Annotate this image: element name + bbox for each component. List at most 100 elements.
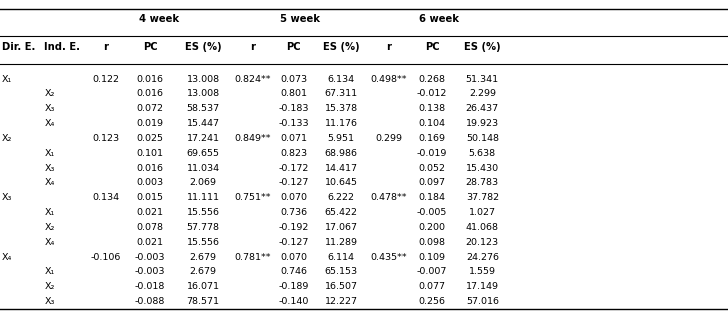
Text: 0.098: 0.098	[419, 238, 446, 247]
Text: 58.537: 58.537	[186, 104, 220, 113]
Text: 0.077: 0.077	[419, 282, 446, 291]
Text: X₃: X₃	[44, 297, 55, 306]
Text: PC: PC	[286, 42, 301, 52]
Text: X₁: X₁	[2, 75, 12, 84]
Text: 2.069: 2.069	[189, 178, 217, 188]
Text: 0.823: 0.823	[280, 149, 307, 158]
Text: 0.801: 0.801	[280, 90, 307, 99]
Text: 12.227: 12.227	[325, 297, 357, 306]
Text: 37.782: 37.782	[466, 193, 499, 202]
Text: 0.122: 0.122	[92, 75, 119, 84]
Text: 2.679: 2.679	[189, 252, 217, 261]
Text: 11.176: 11.176	[325, 119, 357, 128]
Text: 15.378: 15.378	[325, 104, 357, 113]
Text: -0.019: -0.019	[417, 149, 447, 158]
Text: 0.109: 0.109	[419, 252, 446, 261]
Text: PC: PC	[424, 42, 440, 52]
Text: -0.133: -0.133	[278, 119, 309, 128]
Text: 0.849**: 0.849**	[234, 134, 271, 143]
Text: ES (%): ES (%)	[323, 42, 360, 52]
Text: 69.655: 69.655	[186, 149, 220, 158]
Text: 24.276: 24.276	[466, 252, 499, 261]
Text: -0.127: -0.127	[279, 178, 309, 188]
Text: -0.088: -0.088	[135, 297, 165, 306]
Text: 65.153: 65.153	[325, 267, 357, 276]
Text: X₃: X₃	[44, 163, 55, 173]
Text: 16.071: 16.071	[186, 282, 220, 291]
Text: 68.986: 68.986	[325, 149, 357, 158]
Text: 0.101: 0.101	[136, 149, 164, 158]
Text: X₄: X₄	[44, 238, 55, 247]
Text: 2.679: 2.679	[189, 267, 217, 276]
Text: -0.106: -0.106	[90, 252, 121, 261]
Text: 0.016: 0.016	[136, 75, 164, 84]
Text: X₁: X₁	[44, 208, 55, 217]
Text: -0.012: -0.012	[417, 90, 447, 99]
Text: 0.025: 0.025	[136, 134, 164, 143]
Text: 0.200: 0.200	[419, 223, 446, 232]
Text: 0.138: 0.138	[419, 104, 446, 113]
Text: 20.123: 20.123	[466, 238, 499, 247]
Text: X₁: X₁	[44, 149, 55, 158]
Text: X₂: X₂	[44, 282, 55, 291]
Text: 0.104: 0.104	[419, 119, 446, 128]
Text: -0.140: -0.140	[279, 297, 309, 306]
Text: 0.268: 0.268	[419, 75, 446, 84]
Text: ES (%): ES (%)	[464, 42, 501, 52]
Text: 0.824**: 0.824**	[234, 75, 271, 84]
Text: -0.127: -0.127	[279, 238, 309, 247]
Text: 17.149: 17.149	[466, 282, 499, 291]
Text: -0.183: -0.183	[279, 104, 309, 113]
Text: X₄: X₄	[44, 119, 55, 128]
Text: X₂: X₂	[44, 223, 55, 232]
Text: -0.189: -0.189	[279, 282, 309, 291]
Text: 0.751**: 0.751**	[234, 193, 271, 202]
Text: 11.111: 11.111	[186, 193, 220, 202]
Text: 57.778: 57.778	[186, 223, 220, 232]
Text: 0.478**: 0.478**	[370, 193, 407, 202]
Text: X₁: X₁	[44, 267, 55, 276]
Text: PC: PC	[143, 42, 157, 52]
Text: 0.256: 0.256	[419, 297, 446, 306]
Text: 1.559: 1.559	[469, 267, 496, 276]
Text: 5 week: 5 week	[280, 14, 320, 25]
Text: 13.008: 13.008	[186, 90, 220, 99]
Text: 15.430: 15.430	[466, 163, 499, 173]
Text: 14.417: 14.417	[325, 163, 357, 173]
Text: 0.498**: 0.498**	[370, 75, 407, 84]
Text: 0.134: 0.134	[92, 193, 119, 202]
Text: 16.507: 16.507	[325, 282, 357, 291]
Text: 10.645: 10.645	[325, 178, 357, 188]
Text: 0.184: 0.184	[419, 193, 446, 202]
Text: X₂: X₂	[44, 90, 55, 99]
Text: 0.070: 0.070	[280, 252, 307, 261]
Text: 17.067: 17.067	[325, 223, 357, 232]
Text: 15.556: 15.556	[186, 208, 220, 217]
Text: 26.437: 26.437	[466, 104, 499, 113]
Text: -0.007: -0.007	[417, 267, 447, 276]
Text: 6 week: 6 week	[419, 14, 459, 25]
Text: 6.134: 6.134	[328, 75, 355, 84]
Text: 4 week: 4 week	[138, 14, 179, 25]
Text: X₂: X₂	[2, 134, 12, 143]
Text: X₄: X₄	[44, 178, 55, 188]
Text: X₄: X₄	[2, 252, 12, 261]
Text: 0.003: 0.003	[136, 178, 164, 188]
Text: 19.923: 19.923	[466, 119, 499, 128]
Text: 6.222: 6.222	[328, 193, 355, 202]
Text: 5.951: 5.951	[328, 134, 355, 143]
Text: -0.018: -0.018	[135, 282, 165, 291]
Text: Dir. E.: Dir. E.	[2, 42, 36, 52]
Text: 0.071: 0.071	[280, 134, 307, 143]
Text: 67.311: 67.311	[325, 90, 357, 99]
Text: 0.746: 0.746	[280, 267, 307, 276]
Text: 0.169: 0.169	[419, 134, 446, 143]
Text: 17.241: 17.241	[186, 134, 220, 143]
Text: 0.078: 0.078	[136, 223, 164, 232]
Text: 28.783: 28.783	[466, 178, 499, 188]
Text: 78.571: 78.571	[186, 297, 220, 306]
Text: 0.435**: 0.435**	[370, 252, 407, 261]
Text: 0.021: 0.021	[136, 208, 164, 217]
Text: 6.114: 6.114	[328, 252, 355, 261]
Text: 0.072: 0.072	[136, 104, 164, 113]
